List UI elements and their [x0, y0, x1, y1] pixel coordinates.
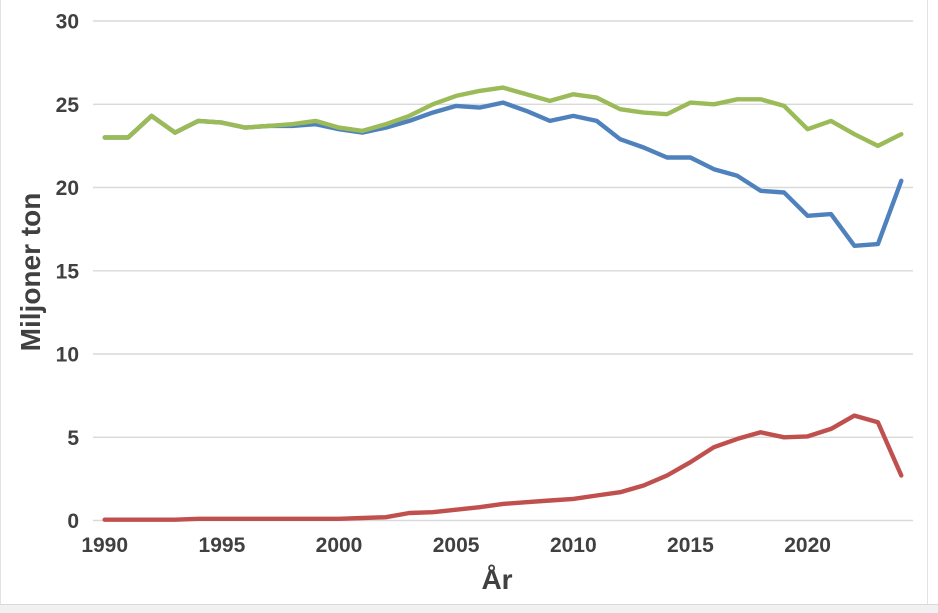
y-axis-tick-label: 20	[56, 177, 79, 200]
y-axis-tick-label: 0	[67, 510, 79, 533]
window-left-edge	[0, 0, 1, 604]
window-right-edge	[927, 0, 928, 604]
x-axis-tick-label: 1995	[199, 534, 246, 557]
series-line-red	[102, 413, 904, 522]
x-axis-tick-label: 1990	[81, 534, 128, 557]
y-axis-tick-label: 5	[67, 427, 79, 450]
x-axis-tick-label: 2015	[667, 534, 714, 557]
y-axis-tick-label: 10	[56, 344, 79, 367]
x-axis-title: År	[481, 564, 512, 595]
data-series-lines	[102, 85, 904, 522]
y-axis-tick-labels: 0 5 10 15 20 25 30	[56, 11, 80, 534]
x-axis-tick-label: 2005	[433, 534, 480, 557]
gridlines	[93, 20, 913, 522]
x-axis-tick-labels: 1990 1995 2000 2005 2010 2015 2020	[81, 534, 831, 557]
y-axis-tick-label: 25	[56, 94, 80, 117]
y-axis-tick-label: 15	[56, 260, 80, 283]
y-axis-tick-label: 30	[56, 11, 79, 34]
y-axis-title: Miljoner ton	[15, 193, 46, 352]
x-axis-tick-label: 2000	[316, 534, 363, 557]
series-line-green	[102, 85, 904, 149]
window-bottom-bar	[0, 604, 938, 613]
x-axis-tick-label: 2020	[784, 534, 831, 557]
x-axis-tick-label: 2010	[550, 534, 597, 557]
